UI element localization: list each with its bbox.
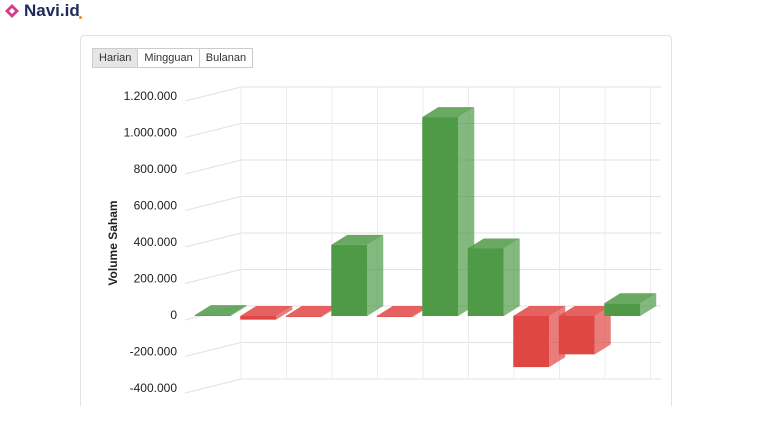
y-tick-label: 200.000 — [134, 272, 178, 286]
bar-front — [331, 244, 368, 316]
bar-side — [367, 234, 384, 316]
bar-front — [240, 316, 277, 320]
bar — [376, 306, 429, 317]
bar — [604, 293, 657, 316]
bar — [331, 234, 384, 316]
bar-side — [594, 306, 611, 355]
y-tick-label: 600.000 — [134, 199, 178, 213]
logo-text: Navi.id — [24, 1, 80, 20]
bar-side — [230, 305, 247, 316]
bar-top — [376, 306, 429, 316]
bar — [467, 238, 520, 316]
bar-front — [604, 303, 641, 316]
bar-side — [640, 293, 657, 316]
bar-top — [513, 306, 566, 316]
grid-floor — [184, 269, 242, 284]
y-tick-label: 1.200.000 — [124, 89, 178, 103]
bar — [240, 306, 293, 320]
grid-floor — [184, 342, 242, 357]
y-tick-label: 800.000 — [134, 162, 178, 176]
bar-top — [285, 306, 338, 316]
chart-card: Harian Mingguan Bulanan — [80, 35, 672, 406]
bar-top — [422, 107, 475, 118]
bar-front — [285, 316, 322, 317]
grid-floor — [184, 378, 242, 394]
bar-front — [376, 316, 413, 317]
y-tick-label: 1.000.000 — [124, 126, 178, 140]
logo-icon — [5, 4, 19, 18]
bar-front — [558, 316, 595, 355]
bar — [194, 305, 247, 316]
bar-side — [276, 306, 293, 320]
logo[interactable]: Navi.id — [4, 1, 80, 21]
bar-front — [422, 117, 459, 316]
bar — [285, 306, 338, 317]
bar-side — [503, 238, 520, 316]
bar-top — [558, 306, 611, 316]
bar-top — [194, 305, 247, 316]
tabs: Harian Mingguan Bulanan — [92, 48, 254, 68]
y-axis-label: Volume Saham — [106, 200, 120, 285]
bar-front — [467, 248, 504, 316]
grid-floor — [184, 123, 242, 138]
y-tick-label: -400.000 — [130, 381, 178, 395]
bar-top — [467, 238, 520, 249]
y-tick-label: 400.000 — [134, 235, 178, 249]
bar-front — [194, 315, 231, 316]
bar-top — [331, 234, 384, 245]
tab[interactable]: Harian — [92, 48, 139, 68]
y-tick-label: -200.000 — [130, 345, 178, 359]
logo-dot — [79, 16, 82, 19]
bar-top — [604, 293, 657, 304]
tab[interactable]: Bulanan — [198, 48, 254, 68]
grid-floor — [184, 232, 242, 248]
grid-floor — [184, 159, 242, 175]
tab[interactable]: Mingguan — [137, 48, 200, 68]
grid-floor — [184, 86, 242, 102]
bar-front — [513, 316, 550, 368]
bar — [558, 306, 611, 355]
bar-top — [240, 306, 293, 316]
y-tick-label: 0 — [170, 308, 177, 322]
grid-floor — [184, 196, 242, 211]
bar — [513, 306, 566, 368]
bar — [422, 107, 475, 316]
